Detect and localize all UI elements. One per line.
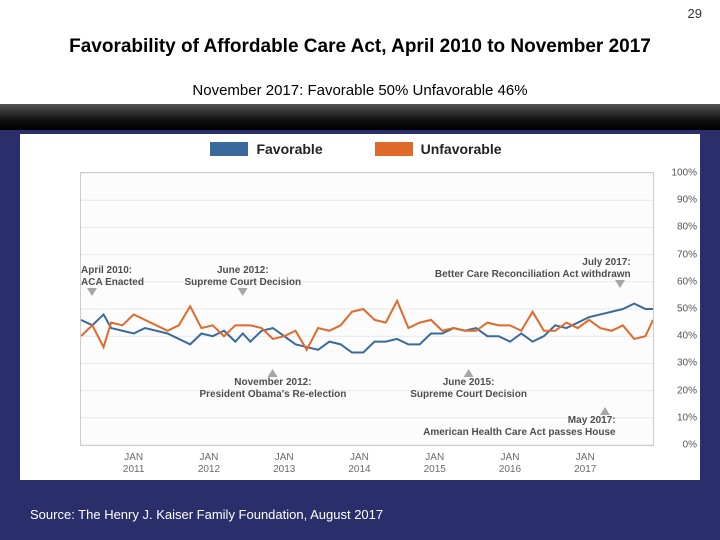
x-tick-label: JAN2012 xyxy=(189,452,229,475)
y-tick-label: 30% xyxy=(677,358,697,369)
y-tick-label: 80% xyxy=(677,222,697,233)
x-tick-label: JAN2017 xyxy=(565,452,605,475)
x-tick-label: JAN2015 xyxy=(415,452,455,475)
legend-label: Favorable xyxy=(256,141,322,157)
chart-annotation: April 2010:ACA Enacted xyxy=(81,265,144,288)
chart-plot: 0%10%20%30%40%50%60%70%80%90%100%JAN2011… xyxy=(80,172,654,446)
y-tick-label: 10% xyxy=(677,412,697,423)
annotation-arrow-icon xyxy=(615,280,625,288)
y-tick-label: 100% xyxy=(671,168,697,179)
chart-annotation: June 2012:Supreme Court Decision xyxy=(184,265,301,288)
x-tick-label: JAN2013 xyxy=(264,452,304,475)
legend-swatch xyxy=(210,142,248,156)
y-tick-label: 20% xyxy=(677,385,697,396)
y-tick-label: 50% xyxy=(677,304,697,315)
y-tick-label: 60% xyxy=(677,276,697,287)
chart-svg xyxy=(81,173,653,445)
y-tick-label: 0% xyxy=(683,440,697,451)
chart-annotation: May 2017:American Health Care Act passes… xyxy=(423,415,616,438)
series-unfavorable xyxy=(81,301,653,350)
chart-annotation: November 2012:President Obama's Re-elect… xyxy=(199,377,346,400)
annotation-arrow-icon xyxy=(600,407,610,415)
annotation-arrow-icon xyxy=(464,369,474,377)
page-number: 29 xyxy=(688,6,702,21)
legend-label: Unfavorable xyxy=(421,141,502,157)
annotation-arrow-icon xyxy=(87,288,97,296)
annotation-arrow-icon xyxy=(238,288,248,296)
chart-legend: Favorable Unfavorable xyxy=(20,140,700,168)
series-favorable xyxy=(81,304,653,353)
annotation-arrow-icon xyxy=(268,369,278,377)
x-tick-label: JAN2016 xyxy=(490,452,530,475)
source-citation: Source: The Henry J. Kaiser Family Found… xyxy=(30,507,383,522)
slide-subtitle: November 2017: Favorable 50% Unfavorable… xyxy=(0,82,720,99)
header-band xyxy=(0,0,720,120)
y-tick-label: 70% xyxy=(677,249,697,260)
y-tick-label: 90% xyxy=(677,195,697,206)
x-tick-label: JAN2014 xyxy=(339,452,379,475)
chart-annotation: July 2017:Better Care Reconciliation Act… xyxy=(435,257,631,280)
divider-bar xyxy=(0,104,720,130)
x-tick-label: JAN2011 xyxy=(114,452,154,475)
chart-container: FavorableUnfavorable 0%10%20%30%40%50%60… xyxy=(20,134,700,480)
legend-swatch xyxy=(375,142,413,156)
slide-title: Favorability of Affordable Care Act, Apr… xyxy=(0,36,720,58)
chart-annotation: June 2015:Supreme Court Decision xyxy=(410,377,527,400)
y-tick-label: 40% xyxy=(677,331,697,342)
